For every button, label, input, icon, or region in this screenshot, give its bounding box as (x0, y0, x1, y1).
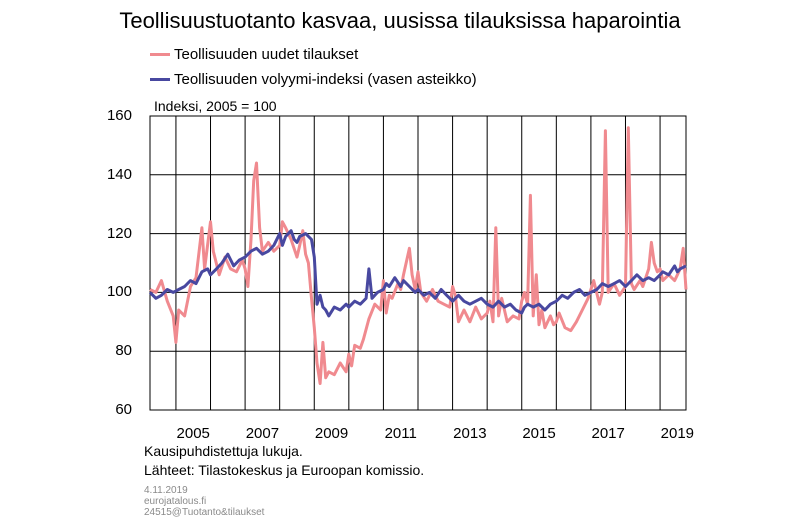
x-tick-label: 2017 (591, 425, 625, 442)
legend-label-orders: Teollisuuden uudet tilaukset (174, 46, 359, 63)
chart-title: Teollisuustuotanto kasvaa, uusissa tilau… (119, 8, 681, 33)
x-tick-label: 2005 (176, 425, 210, 442)
legend-swatch-orders (150, 53, 170, 56)
y-tick-label: 80 (115, 342, 132, 360)
y-tick-label: 160 (106, 107, 132, 124)
sources-note: Lähteet: Tilastokeskus ja Euroopan komis… (144, 462, 425, 478)
series-line-orders (149, 126, 688, 385)
series-line-volume (148, 229, 687, 318)
site-label: eurojatalous.fi (144, 496, 207, 507)
x-tick-label: 2011 (384, 425, 417, 442)
legend-item-volume: Teollisuuden volyymi-indeksi (vasen aste… (150, 71, 477, 88)
x-tick-label: 2009 (314, 425, 349, 442)
plot-frame (149, 115, 687, 411)
x-tick-label: 2019 (660, 425, 695, 442)
date-label: 4.11.2019 (144, 485, 188, 496)
x-tick-label: 2007 (245, 425, 280, 442)
y-tick-label: 60 (115, 401, 132, 418)
seasonal-note: Kausipuhdistettuja lukuja. (144, 443, 303, 459)
unit-label: Indeksi, 2005 = 100 (154, 98, 277, 114)
x-tick-label: 2013 (453, 425, 487, 442)
legend-item-orders: Teollisuuden uudet tilaukset (150, 46, 358, 63)
y-tick-label: 140 (106, 165, 132, 183)
y-tick-label: 120 (106, 224, 132, 242)
legend-swatch-volume (150, 78, 170, 81)
y-tick-label: 100 (106, 283, 132, 301)
chart-code-label: 24515@Tuotanto&tilaukset (144, 507, 265, 518)
x-tick-label: 2015 (522, 425, 556, 442)
legend-label-volume: Teollisuuden volyymi-indeksi (vasen aste… (174, 71, 477, 88)
